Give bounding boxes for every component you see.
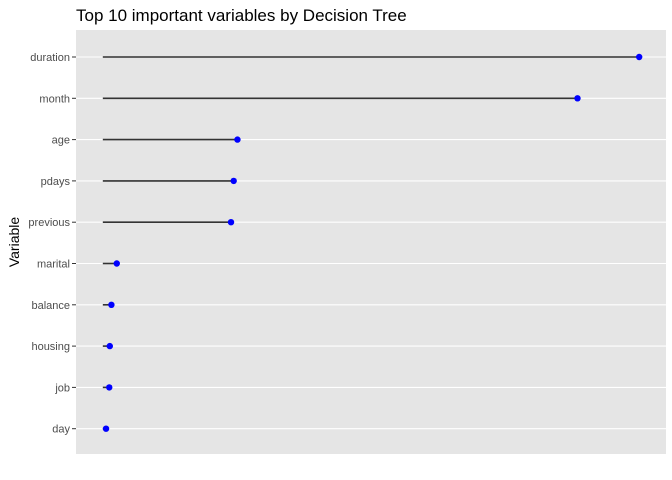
tick-label-duration: duration [30, 52, 70, 64]
point-duration [635, 53, 643, 61]
tick-label-previous: previous [28, 217, 70, 229]
tick-label-marital: marital [37, 259, 70, 271]
lollipop-stems [102, 56, 640, 430]
tick-label-balance: balance [31, 300, 70, 312]
tick-label-month: month [39, 93, 70, 105]
point-marital [113, 260, 120, 267]
tick-label-day: day [52, 424, 70, 436]
point-age [234, 136, 241, 143]
point-housing [106, 342, 113, 350]
point-job [106, 384, 113, 391]
y-axis-ticks: duration month age pdays previous marital bala… [28, 52, 76, 436]
lollipop-points [102, 53, 643, 432]
point-balance [108, 301, 115, 308]
chart-title: Top 10 important variables by Decision T… [76, 6, 407, 25]
point-previous [227, 219, 235, 226]
tick-label-age: age [52, 135, 70, 147]
tick-label-job: job [54, 382, 70, 394]
point-month [574, 95, 581, 102]
tick-label-pdays: pdays [41, 176, 71, 188]
point-pdays [230, 177, 237, 185]
tick-label-housing: housing [31, 341, 70, 353]
point-day [102, 425, 110, 432]
y-axis-label: Variable [6, 217, 22, 268]
plot-panel [76, 30, 666, 454]
